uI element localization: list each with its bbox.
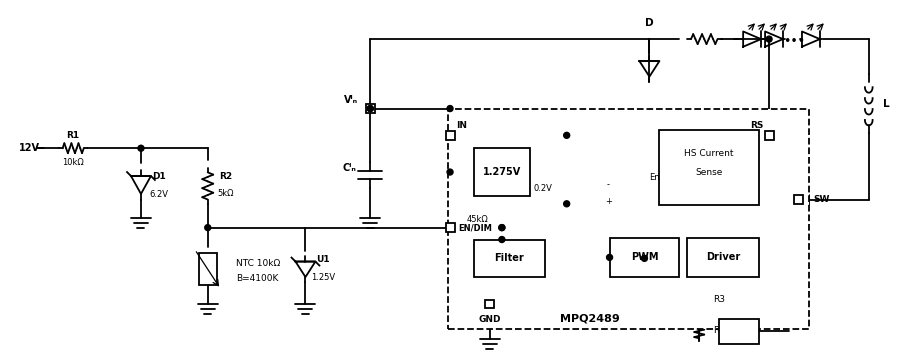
Text: L: L — [882, 99, 890, 109]
Text: B=4100K: B=4100K — [236, 274, 278, 283]
Text: D1: D1 — [152, 172, 166, 180]
Circle shape — [564, 132, 570, 138]
Text: 0.2V: 0.2V — [534, 184, 553, 193]
Text: 5kΩ: 5kΩ — [217, 189, 234, 198]
Text: R1: R1 — [66, 131, 80, 140]
Text: SW: SW — [813, 195, 829, 204]
Circle shape — [499, 236, 505, 242]
Text: U1: U1 — [317, 255, 331, 264]
Circle shape — [564, 201, 570, 207]
Text: 6.2V: 6.2V — [149, 190, 169, 199]
Bar — [448, 109, 809, 329]
Bar — [610, 237, 680, 277]
Text: PWM: PWM — [631, 252, 659, 262]
Circle shape — [367, 106, 373, 111]
Circle shape — [499, 225, 505, 231]
Text: HS Current: HS Current — [684, 149, 734, 158]
Bar — [719, 319, 759, 344]
Bar — [659, 130, 759, 205]
Circle shape — [766, 36, 772, 42]
Text: Cᴵₙ: Cᴵₙ — [343, 163, 356, 173]
Circle shape — [499, 225, 505, 231]
Circle shape — [367, 106, 373, 111]
Bar — [795, 195, 803, 204]
Text: 10kΩ: 10kΩ — [63, 158, 84, 167]
Text: +: + — [605, 197, 612, 206]
Bar — [485, 299, 495, 308]
Text: RS: RS — [750, 121, 764, 130]
Text: NTC 10kΩ: NTC 10kΩ — [236, 259, 280, 268]
Bar — [446, 223, 455, 232]
Text: R4: R4 — [713, 326, 725, 335]
Bar — [446, 131, 455, 140]
Text: R2: R2 — [219, 172, 232, 180]
Text: •••: ••• — [783, 35, 805, 48]
Circle shape — [447, 106, 453, 111]
Text: IN: IN — [456, 121, 467, 130]
Bar — [199, 253, 216, 285]
Text: 12V: 12V — [19, 143, 41, 153]
Text: Vᴵₙ: Vᴵₙ — [344, 95, 358, 105]
Circle shape — [138, 145, 144, 151]
Text: Driver: Driver — [706, 252, 740, 262]
Text: R3: R3 — [713, 294, 725, 304]
Circle shape — [447, 169, 453, 175]
Circle shape — [641, 255, 647, 261]
Bar — [366, 104, 375, 113]
Text: Sense: Sense — [695, 168, 723, 177]
Text: D: D — [645, 18, 654, 28]
Text: 1.275V: 1.275V — [483, 167, 521, 177]
Circle shape — [204, 225, 211, 231]
Text: -: - — [607, 180, 610, 189]
Text: Enable: Enable — [649, 173, 678, 183]
Text: GND: GND — [479, 315, 501, 324]
Text: EN/DIM: EN/DIM — [458, 223, 492, 232]
Text: Filter: Filter — [495, 253, 524, 263]
Bar — [474, 148, 530, 196]
Circle shape — [607, 255, 612, 260]
Text: 1.25V: 1.25V — [311, 273, 335, 282]
Text: MPQ2489: MPQ2489 — [560, 314, 620, 324]
Bar — [687, 237, 759, 277]
Bar — [764, 131, 774, 140]
Text: 45kΩ: 45kΩ — [466, 215, 488, 224]
Bar — [474, 240, 544, 277]
